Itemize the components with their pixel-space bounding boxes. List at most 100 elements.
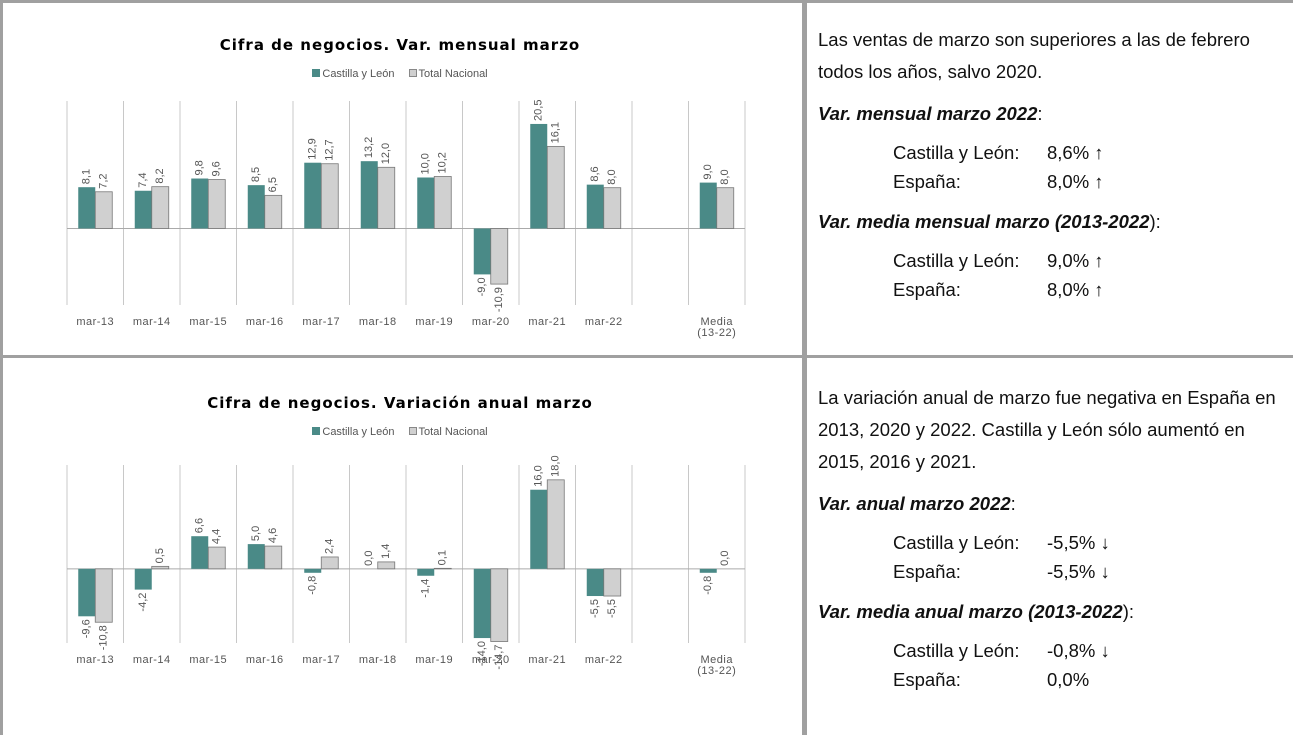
value-label: -9,0 [476,277,488,296]
stat-value: 8,0% ↑ [1047,171,1104,192]
legend-swatch [408,427,417,435]
value-label: 0,0 [363,551,375,566]
value-label: 8,0 [606,169,618,184]
stat-value: -5,5% ↓ [1047,532,1110,553]
x-tick-label: mar-19 [415,654,454,666]
bar [320,556,339,570]
bar [603,568,622,597]
value-label: 12,0 [380,143,392,164]
value-label: 8,1 [81,169,93,184]
x-tick-label: mar-17 [302,654,341,666]
bar [207,179,226,229]
bar [546,479,565,570]
text-panel: Las ventas de marzo son superiores a las… [818,24,1288,304]
bar [264,194,283,229]
value-label: 0,1 [437,550,449,565]
bar [94,568,113,623]
value-label: 0,0 [719,551,731,566]
bar [247,544,265,569]
value-label: 9,8 [194,160,206,175]
value-label: 4,4 [211,529,223,544]
legend-swatch [312,69,321,77]
stat-row: España: 0,0% [893,665,1288,694]
bar [304,568,322,573]
stat-value: 8,0% ↑ [1047,279,1104,300]
stat-row: España: -5,5% ↓ [893,557,1288,586]
heading-colon: : [1010,493,1016,514]
value-label: 10,2 [437,152,449,173]
stat-row: Castilla y León: -5,5% ↓ [893,528,1288,557]
text-panel: La variación anual de marzo fue negativa… [818,382,1288,694]
section-heading: Var. anual marzo 2022: [818,488,1288,520]
heading-colon: ): [1149,211,1161,232]
bar [78,568,96,617]
legend: Castilla y León Total Nacional [0,426,800,438]
value-label: 1,4 [380,544,392,559]
value-label: 12,9 [307,138,319,159]
x-tick-label: mar-16 [245,316,284,328]
bar [473,228,491,275]
bar [417,568,435,576]
x-tick-label: mar-13 [76,316,115,328]
bar [417,177,435,229]
bar [433,176,452,229]
bar [264,545,283,570]
legend-label: Total Nacional [418,68,488,80]
value-label: 6,5 [267,177,279,192]
value-label: -9,6 [81,619,93,638]
bar [151,565,170,570]
value-label: 8,2 [154,168,166,183]
paragraph: Las ventas de marzo son superiores a las… [818,29,1250,82]
section-heading: Var. media mensual marzo (2013-2022): [818,206,1288,238]
value-label: -1,4 [420,579,432,598]
border [0,355,1293,358]
heading-text: Var. anual marzo 2022 [818,493,1011,514]
x-tick-label: mar-14 [132,654,171,666]
bar [320,163,339,229]
border [0,0,3,735]
value-label: 8,0 [719,169,731,184]
bar [207,546,226,570]
border [0,0,1293,3]
bar [191,178,209,229]
x-tick-label: Media (13-22) [697,654,737,677]
stat-value: 8,6% ↑ [1047,142,1104,163]
bar [360,161,378,229]
x-tick-label: mar-17 [302,316,341,328]
bar [247,185,265,229]
x-tick-label: mar-18 [358,316,397,328]
legend-item: Total Nacional [408,68,488,80]
bar [191,536,209,569]
bar [94,191,113,229]
x-tick-label: mar-13 [76,654,115,666]
bar [151,186,170,229]
value-label: -4,2 [137,593,149,612]
stat-label: Castilla y León: [893,142,1020,163]
value-label: 16,1 [550,122,562,143]
section-heading: Var. media anual marzo (2013-2022): [818,596,1288,628]
x-tick-label: mar-20 [471,316,510,328]
stat-label: Castilla y León: [893,640,1020,661]
legend-label: Total Nacional [418,426,488,438]
stat-value: 0,0% [1047,669,1090,690]
bar [603,187,622,229]
value-label: 0,5 [154,548,166,563]
x-tick-label: mar-21 [528,654,567,666]
chart-title: Cifra de negocios. Variación anual marzo [207,394,593,412]
value-label: 13,2 [363,137,375,158]
legend-swatch [312,427,321,435]
stat-value: -0,8% ↓ [1047,640,1110,661]
x-tick-label: mar-14 [132,316,171,328]
legend-swatch [408,69,417,77]
bar [304,162,322,229]
stat-row: Castilla y León: 8,6% ↑ [893,138,1288,167]
value-label: 20,5 [533,100,545,121]
x-tick-label: mar-21 [528,316,567,328]
value-label: 9,6 [211,161,223,176]
bar [586,184,604,229]
legend-item: Castilla y León [312,426,395,438]
bar [78,187,96,229]
bar [699,182,717,229]
paragraph: La variación anual de marzo fue negativa… [818,387,1276,472]
